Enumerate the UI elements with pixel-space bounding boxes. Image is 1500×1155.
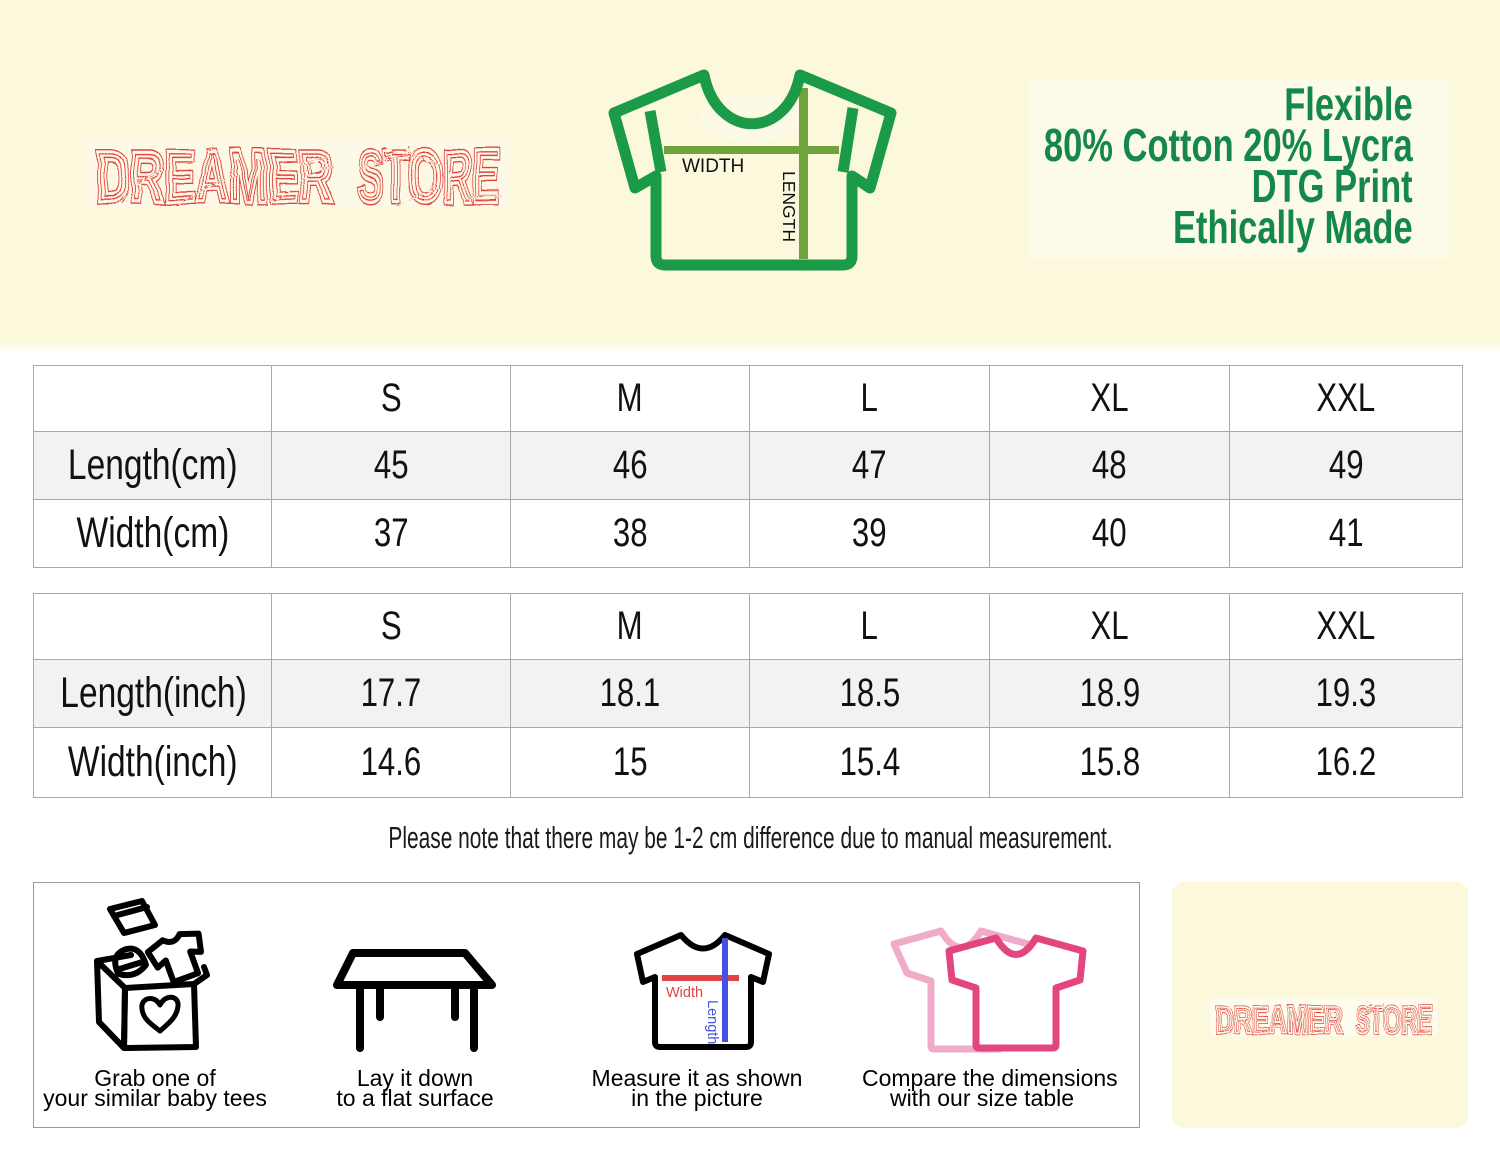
svg-text:DREAMER: DREAMER (93, 134, 330, 215)
svg-text:Width: Width (666, 985, 703, 1001)
svg-text:DREAMER: DREAMER (93, 134, 330, 215)
svg-text:DREAMER: DREAMER (1214, 997, 1341, 1039)
svg-text:STORE: STORE (355, 134, 497, 215)
svg-text:STORE: STORE (1355, 997, 1431, 1039)
svg-text:STORE: STORE (355, 134, 497, 215)
svg-text:STORE: STORE (1355, 997, 1431, 1039)
svg-text:Length: Length (704, 1000, 720, 1044)
svg-text:DREAMER: DREAMER (1214, 997, 1341, 1039)
svg-text:LENGTH: LENGTH (779, 171, 799, 242)
svg-text:WIDTH: WIDTH (682, 156, 744, 177)
